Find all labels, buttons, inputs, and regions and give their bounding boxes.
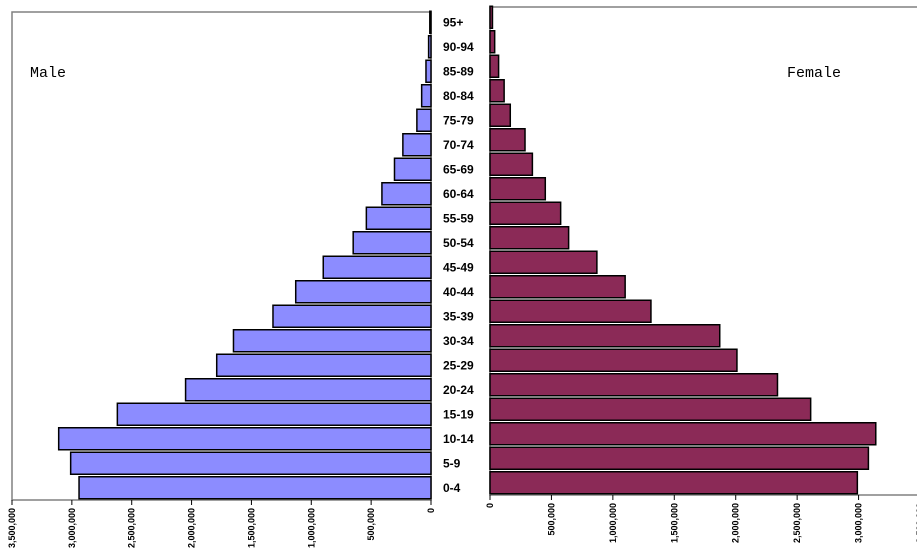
female-bar-5-9 — [489, 446, 870, 470]
age-label-75-79: 75-79 — [443, 113, 474, 127]
female-axis-tick-label: 3,000,000 — [854, 503, 864, 543]
age-label-50-54: 50-54 — [443, 236, 474, 250]
female-axis-tick-label: 2,500,000 — [792, 503, 802, 543]
female-bar-80-84 — [489, 79, 505, 103]
male-bar-35-39 — [272, 304, 432, 328]
age-label-65-69: 65-69 — [443, 162, 474, 176]
age-group-labels: 0-4 5-9 10-14 15-19 20-24 25-29 30-34 35-39 40-4… — [443, 15, 474, 495]
male-bar-25-29 — [215, 353, 432, 377]
female-axis-tick-label: 1,000,000 — [608, 503, 618, 543]
female-panel-label: Female — [787, 65, 841, 82]
age-label-40-44: 40-44 — [443, 285, 474, 299]
male-bar-20-24 — [184, 378, 432, 402]
male-axis-tick-label: 3,500,000 — [7, 508, 17, 548]
male-axis-tick-label: 2,500,000 — [127, 508, 137, 548]
female-bar-40-44 — [489, 275, 626, 299]
female-bar-20-24 — [489, 373, 779, 397]
age-label-35-39: 35-39 — [443, 309, 474, 323]
age-label-45-49: 45-49 — [443, 260, 474, 274]
male-axis-tick-label: 500,000 — [366, 508, 376, 541]
male-bars — [57, 10, 432, 500]
female-axis-tick-label: 3,500,000 — [915, 503, 917, 543]
age-label-85-89: 85-89 — [443, 64, 474, 78]
female-bar-10-14 — [489, 422, 877, 446]
female-bar-95+ — [489, 5, 494, 29]
female-bar-30-34 — [489, 324, 721, 348]
male-bar-60-64 — [381, 182, 432, 206]
male-bar-0-4 — [78, 476, 432, 500]
female-bar-50-54 — [489, 226, 570, 250]
female-bar-0-4 — [489, 471, 859, 495]
female-bar-75-79 — [489, 103, 512, 127]
male-bar-95+ — [429, 10, 432, 34]
male-bar-10-14 — [57, 427, 432, 451]
female-bar-65-69 — [489, 152, 534, 176]
female-axis-ticks: 0 500,000 1,000,000 1,500,000 2,000,000 2,500… — [485, 495, 917, 543]
male-axis-tick-label: 1,000,000 — [306, 508, 316, 548]
female-bar-45-49 — [489, 250, 598, 274]
female-axis-tick-label: 2,000,000 — [731, 503, 741, 543]
male-bar-5-9 — [69, 451, 432, 475]
female-bar-60-64 — [489, 177, 547, 201]
female-axis-tick-label: 500,000 — [546, 503, 556, 536]
female-bar-55-59 — [489, 201, 562, 225]
male-panel-label: Male — [30, 65, 66, 82]
female-bar-70-74 — [489, 128, 526, 152]
male-bar-15-19 — [116, 402, 432, 426]
female-bars — [489, 5, 877, 495]
male-bar-45-49 — [322, 255, 432, 279]
male-bar-40-44 — [294, 280, 432, 304]
age-label-0-4: 0-4 — [443, 481, 461, 495]
age-label-80-84: 80-84 — [443, 89, 474, 103]
female-bar-85-89 — [489, 54, 500, 78]
age-label-60-64: 60-64 — [443, 187, 474, 201]
male-bar-85-89 — [425, 59, 432, 83]
female-bar-90-94 — [489, 30, 496, 54]
female-bar-25-29 — [489, 348, 738, 372]
age-label-90-94: 90-94 — [443, 40, 474, 54]
male-axis-tick-label: 1,500,000 — [246, 508, 256, 548]
male-axis-tick-label: 3,000,000 — [67, 508, 77, 548]
male-axis-tick-label: 0 — [426, 508, 436, 513]
age-label-55-59: 55-59 — [443, 211, 474, 225]
age-label-5-9: 5-9 — [443, 456, 461, 470]
age-label-10-14: 10-14 — [443, 432, 474, 446]
age-label-15-19: 15-19 — [443, 407, 474, 421]
age-label-20-24: 20-24 — [443, 383, 474, 397]
female-bar-35-39 — [489, 299, 652, 323]
male-axis-tick-label: 2,000,000 — [187, 508, 197, 548]
male-panel: Male 3,500,000 3,000,000 2,500,000 2,000,00… — [7, 10, 436, 548]
male-bar-55-59 — [365, 206, 432, 230]
male-bar-30-34 — [232, 329, 432, 353]
male-bar-90-94 — [427, 35, 432, 59]
male-bar-50-54 — [352, 231, 432, 255]
age-label-70-74: 70-74 — [443, 138, 474, 152]
female-axis-tick-label: 0 — [485, 503, 495, 508]
male-bar-65-69 — [393, 157, 432, 181]
male-bar-80-84 — [420, 84, 432, 108]
female-bar-15-19 — [489, 397, 812, 421]
age-label-25-29: 25-29 — [443, 358, 474, 372]
age-label-30-34: 30-34 — [443, 334, 474, 348]
age-label-95+: 95+ — [443, 15, 463, 29]
male-axis-ticks: 3,500,000 3,000,000 2,500,000 2,000,000 1,50… — [7, 500, 436, 548]
male-bar-75-79 — [416, 108, 432, 132]
female-panel: Female 0 500,000 1,000,000 1,500,000 2,000,0… — [485, 5, 917, 543]
male-bar-70-74 — [402, 133, 432, 157]
female-axis-tick-label: 1,500,000 — [669, 503, 679, 543]
